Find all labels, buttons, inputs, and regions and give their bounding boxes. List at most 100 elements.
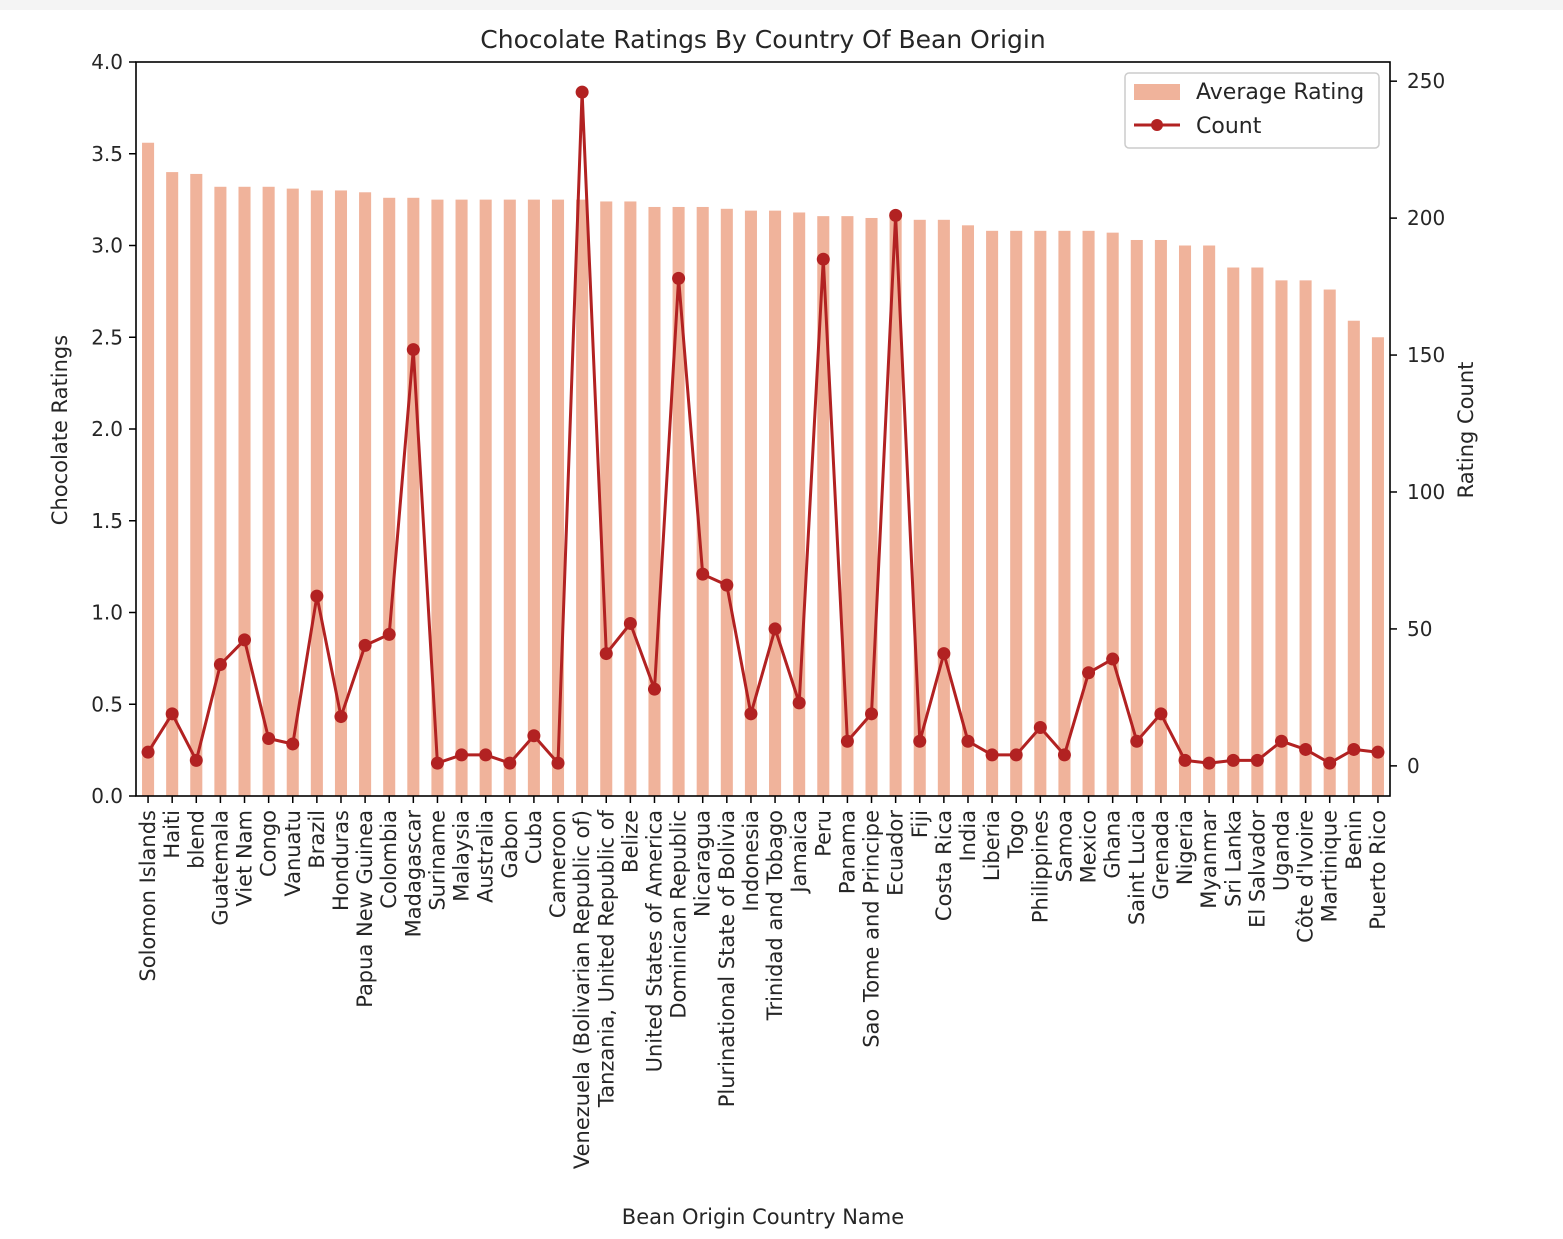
- y2-tick-label: 150: [1407, 343, 1445, 367]
- x-tick-label: Ecuador: [884, 810, 908, 896]
- y-tick-label: 1.0: [91, 601, 123, 625]
- x-tick-label: Papua New Guinea: [353, 810, 377, 1008]
- x-tick-label: Suriname: [425, 810, 449, 911]
- point: [503, 756, 517, 770]
- chart-title: Chocolate Ratings By Country Of Bean Ori…: [480, 25, 1045, 54]
- point: [985, 748, 999, 762]
- point: [213, 658, 227, 672]
- x-tick-label: Costa Rica: [932, 810, 956, 921]
- point: [1299, 742, 1313, 756]
- point: [816, 252, 830, 266]
- x-tick-label: Martinique: [1318, 810, 1342, 922]
- y-tick-label: 4.0: [91, 50, 123, 74]
- point: [455, 748, 469, 762]
- bar: [889, 217, 902, 797]
- bar: [527, 199, 540, 796]
- bar: [142, 142, 155, 797]
- point: [1154, 707, 1168, 721]
- point: [1178, 753, 1192, 767]
- bar: [1347, 320, 1360, 796]
- x-tick-label: Tanzania, United Republic of: [594, 809, 618, 1108]
- x-tick-label: Gabon: [498, 810, 522, 879]
- line-series: [141, 85, 1385, 770]
- x-tick-label: Viet Nam: [233, 810, 257, 907]
- top-border: [0, 0, 1563, 10]
- x-tick-label: Mexico: [1077, 810, 1101, 883]
- bar: [1082, 230, 1095, 796]
- y-tick-label: 0.0: [91, 784, 123, 808]
- point: [1274, 734, 1288, 748]
- x-tick-label: Trinidad and Tobago: [763, 810, 787, 1021]
- point: [744, 707, 758, 721]
- point: [141, 745, 155, 759]
- x-tick-label: Ghana: [1101, 810, 1125, 879]
- y-axis-label: Chocolate Ratings: [48, 335, 72, 525]
- y2-tick-label: 50: [1407, 617, 1432, 641]
- x-tick-label: Cameroon: [546, 810, 570, 918]
- y2-tick-label: 200: [1407, 206, 1445, 230]
- bar: [1227, 267, 1240, 796]
- x-tick-label: Indonesia: [739, 810, 763, 912]
- bar: [937, 219, 950, 796]
- x-tick-label: Haiti: [160, 810, 184, 859]
- point: [1033, 721, 1047, 735]
- bar: [817, 216, 830, 796]
- point: [382, 627, 396, 641]
- x-tick-label: blend: [184, 810, 208, 869]
- x-tick-label: Congo: [257, 810, 281, 877]
- x-tick-label: Sri Lanka: [1221, 810, 1245, 907]
- x-tick-label: Solomon Islands: [136, 810, 160, 982]
- point: [358, 638, 372, 652]
- point: [1009, 748, 1023, 762]
- point: [406, 343, 420, 357]
- y-tick-label: 2.0: [91, 417, 123, 441]
- bar: [190, 173, 203, 796]
- point: [430, 756, 444, 770]
- x-tick-label: Madagascar: [401, 810, 425, 938]
- point: [1057, 748, 1071, 762]
- point: [889, 208, 903, 222]
- legend: Average Rating Count: [1124, 72, 1380, 149]
- x-tick-label: Brazil: [305, 810, 329, 869]
- bar: [1203, 245, 1216, 796]
- point: [961, 734, 975, 748]
- point: [840, 734, 854, 748]
- plot-frame: [135, 61, 1391, 797]
- legend-label-bar: Average Rating: [1196, 80, 1364, 105]
- bar: [431, 199, 444, 796]
- bar: [551, 199, 565, 796]
- bar: [576, 199, 589, 796]
- point: [599, 647, 613, 661]
- x-tick-label: Jamaica: [787, 810, 811, 895]
- x-tick-label: Cuba: [522, 810, 546, 864]
- bar: [1371, 337, 1384, 796]
- x-tick-label: Honduras: [329, 810, 353, 911]
- point: [479, 748, 493, 762]
- x-tick-label: Uganda: [1270, 810, 1294, 891]
- x-tick-label: Venezuela (Bolivarian Republic of): [570, 810, 594, 1169]
- bar: [359, 192, 372, 796]
- point: [623, 616, 637, 630]
- legend-swatch-marker: [1151, 119, 1163, 131]
- bar: [841, 216, 854, 796]
- x-tick-label: El Salvador: [1245, 810, 1269, 928]
- bar: [696, 206, 709, 797]
- bar: [479, 199, 492, 796]
- point: [1347, 742, 1361, 756]
- axes: 0.0 0.5 1.0 1.5 2.0 2.5 3.0 3.5 4.0 0 50 100 150 200 2…: [91, 50, 1445, 808]
- point: [647, 682, 661, 696]
- bar: [1034, 230, 1047, 796]
- bar: [744, 210, 757, 796]
- point: [286, 737, 300, 751]
- bar: [986, 230, 999, 796]
- y-tick-label: 3.0: [91, 234, 123, 258]
- bar: [1154, 239, 1167, 796]
- x-tick-label: Saint Lucia: [1125, 810, 1149, 925]
- bar: [769, 210, 782, 796]
- y-tick-label: 0.5: [91, 692, 123, 716]
- legend-box: [1124, 72, 1380, 149]
- bar: [1010, 230, 1023, 796]
- x-tick-label: Dominican Republic: [667, 810, 691, 1019]
- point: [1323, 756, 1337, 770]
- point: [334, 710, 348, 724]
